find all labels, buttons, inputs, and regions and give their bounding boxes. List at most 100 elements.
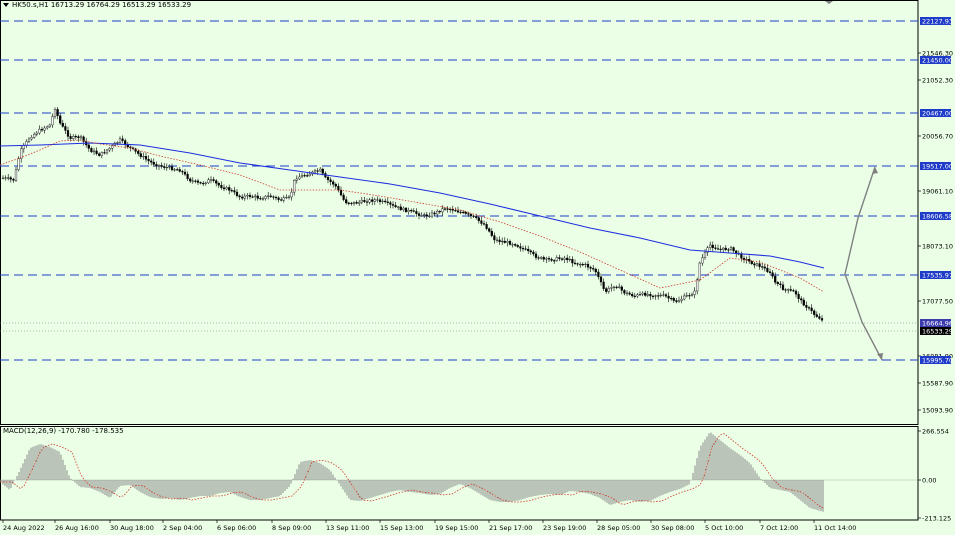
candle-body <box>74 136 77 138</box>
candle-body <box>584 263 587 266</box>
candle-body <box>753 263 756 266</box>
candle-body <box>800 298 803 301</box>
candle-body <box>189 178 192 182</box>
candle-body <box>755 263 759 266</box>
candle-body <box>716 248 720 250</box>
slow-moving-average-line <box>0 142 825 269</box>
candle-body <box>381 200 384 202</box>
candle-body <box>805 305 808 308</box>
time-axis-label: 30 Aug 18:00 <box>110 524 154 532</box>
candle-body <box>459 211 462 213</box>
price-label-box <box>920 327 951 335</box>
candle-body <box>540 257 543 259</box>
candle-body <box>98 153 101 156</box>
candle-body <box>196 180 200 183</box>
candle-body <box>373 199 376 202</box>
candle-body <box>771 272 774 277</box>
candle-body <box>633 295 636 297</box>
candle-body <box>233 190 236 193</box>
candle-body <box>342 194 345 200</box>
candle-body <box>714 247 717 249</box>
candle-body <box>644 292 647 296</box>
time-axis-label: 13 Sep 11:00 <box>326 524 369 532</box>
fast-moving-average-line <box>0 139 825 293</box>
candle-body <box>781 284 785 290</box>
candle-body <box>514 244 517 246</box>
candle-body <box>446 208 449 210</box>
price-tick-label: 21546.30 <box>922 50 953 58</box>
candle-body <box>207 179 210 184</box>
candle-body <box>61 122 64 127</box>
candle-body <box>761 266 764 268</box>
candle-body <box>204 182 207 184</box>
candle-body <box>675 300 678 302</box>
candle-body <box>9 177 12 180</box>
candle-body <box>12 178 15 181</box>
candle-body <box>142 156 145 158</box>
candle-body <box>602 281 605 289</box>
candle-body <box>592 268 595 270</box>
candle-body <box>92 150 96 153</box>
time-axis-label: 24 Aug 2022 <box>3 524 45 532</box>
candle-body <box>277 197 280 200</box>
candle-body <box>711 244 714 248</box>
price-label-text: 22127.93 <box>922 17 953 25</box>
candle-body <box>571 258 574 264</box>
candle-body <box>550 258 553 261</box>
candle-body <box>462 211 465 214</box>
candle-body <box>43 127 46 131</box>
price-label-box <box>920 17 951 25</box>
candle-body <box>511 244 514 246</box>
candle-body <box>199 182 202 184</box>
candle-body <box>605 288 608 292</box>
candle-body <box>321 168 324 174</box>
candle-body <box>794 290 798 295</box>
candle-body <box>17 158 20 171</box>
candle-body <box>72 136 75 139</box>
candle-body <box>430 212 434 217</box>
ohlc-values: 16713.29 16764.29 16513.29 16533.29 <box>50 1 192 9</box>
candle-body <box>779 283 782 286</box>
candle-body <box>662 294 665 296</box>
candle-body <box>352 202 356 204</box>
candle-body <box>555 257 558 261</box>
candle-body <box>787 289 790 291</box>
candle-body <box>508 241 512 245</box>
macd-header: MACD(12,26,9) -170.780 -178.535 <box>3 427 124 435</box>
candle-body <box>404 207 408 212</box>
candle-body <box>534 253 538 258</box>
candle-body <box>615 286 618 288</box>
candle-body <box>316 170 319 172</box>
candle-body <box>670 298 673 300</box>
candle-body <box>212 179 215 181</box>
candle-body <box>579 264 582 266</box>
candle-body <box>51 116 54 126</box>
candle-body <box>451 209 454 211</box>
candle-body <box>155 164 158 167</box>
candle-body <box>241 196 244 199</box>
time-axis-label: 5 Oct 10:00 <box>705 524 743 532</box>
candle-body <box>246 194 249 197</box>
candle-body <box>30 137 33 140</box>
candle-body <box>506 241 509 243</box>
candle-body <box>355 202 358 204</box>
dropdown-triangle-icon[interactable] <box>3 3 9 7</box>
macd-tick-label: 266.554 <box>922 428 949 436</box>
candle-body <box>202 183 205 185</box>
candle-body <box>259 198 262 200</box>
candle-body <box>638 294 642 296</box>
candle-body <box>64 126 67 131</box>
price-label-box <box>920 319 951 327</box>
time-axis-label: 26 Aug 16:00 <box>55 524 99 532</box>
candle-body <box>248 194 252 197</box>
candle-body <box>628 292 631 295</box>
candle-body <box>610 287 613 289</box>
time-axis-label: 8 Sep 09:00 <box>272 524 311 532</box>
candle-body <box>358 201 361 204</box>
candle-body <box>103 152 106 154</box>
candle-body <box>329 179 332 183</box>
candle-body <box>563 257 566 260</box>
candle-body <box>441 208 444 213</box>
